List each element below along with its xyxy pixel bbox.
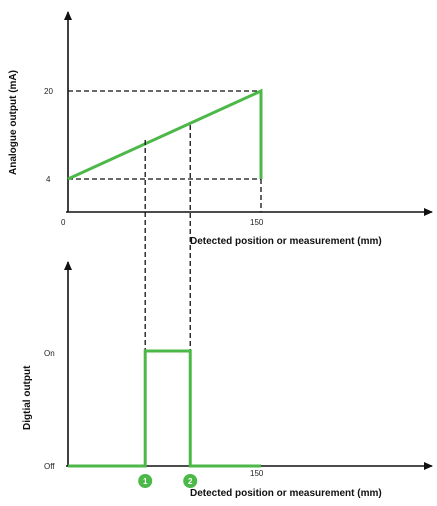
analogue-x-axis-label: Detected position or measurement (mm) xyxy=(190,236,382,247)
marker-1-circle xyxy=(138,474,153,488)
digital-series-line xyxy=(68,349,261,468)
analogue-series-line xyxy=(67,88,263,181)
analogue-y-tick-4: 4 xyxy=(46,175,51,184)
analogue-x-tick-0: 0 xyxy=(61,218,66,227)
analogue-y-tick-20: 20 xyxy=(44,87,53,96)
digital-x-axis-label: Detected position or measurement (mm) xyxy=(190,488,382,499)
analogue-x-tick-150: 150 xyxy=(250,218,264,227)
analogue-y-axis-label: Analogue output (mA) xyxy=(8,70,19,175)
marker-2: 2 xyxy=(183,474,198,488)
marker-1-label: 1 xyxy=(143,477,148,486)
digital-y-tick-on: On xyxy=(44,349,55,358)
marker-2-label: 2 xyxy=(188,477,193,486)
digital-chart: On Off 150 Digtial output Detected posit… xyxy=(22,261,433,499)
digital-x-tick-150: 150 xyxy=(250,469,264,478)
marker-2-circle xyxy=(183,474,198,488)
analogue-chart: 20 4 0 150 Analogue output (mA) Detected… xyxy=(8,11,433,247)
digital-y-tick-off: Off xyxy=(44,462,55,471)
marker-1: 1 xyxy=(138,474,153,488)
digital-y-axis-label: Digtial output xyxy=(22,365,33,430)
